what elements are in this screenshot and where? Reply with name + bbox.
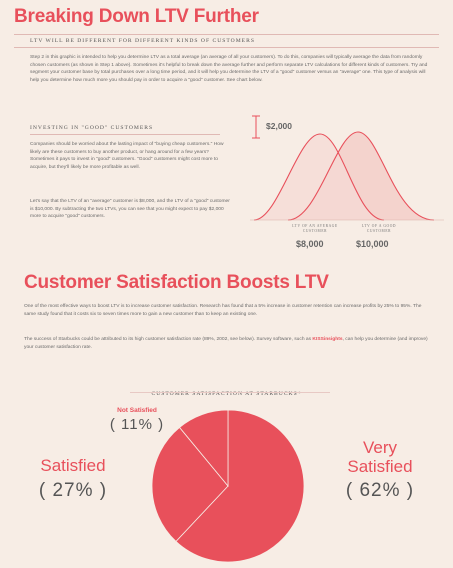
- section-title-satisfaction: Customer Satisfaction Boosts LTV: [24, 272, 329, 293]
- not-satisfied-slice: [178, 409, 229, 488]
- satisfied-slice: [151, 426, 229, 542]
- satisfied-label: Satisfied: [40, 456, 106, 475]
- average-ltv-value: $8,000: [296, 239, 324, 249]
- very-satisfied-slice: [175, 409, 305, 563]
- investing-paragraph-2: Let's say that the LTV of an "average" c…: [30, 199, 230, 220]
- very-satisfied-label: Very Satisfied: [347, 438, 413, 476]
- satisfaction-paragraph-2: The success of Starbucks could be attrib…: [24, 337, 428, 350]
- investing-heading: Investing in "good" customers: [30, 125, 154, 131]
- average-customer-curve: [253, 133, 385, 221]
- section-title-breaking-down: Breaking Down LTV Further: [14, 6, 259, 27]
- subtitle-different-kinds: LTV will be different for different kind…: [30, 38, 255, 44]
- average-customer-fill: [254, 134, 384, 220]
- divider: [14, 47, 439, 48]
- difference-label: $2,000: [266, 121, 292, 131]
- ltv-distribution-chart: [250, 115, 444, 221]
- kissinsights-link[interactable]: KISSinsights: [312, 337, 343, 342]
- investing-paragraph-1: Companies should be worried about the la…: [30, 142, 224, 170]
- divider: [130, 392, 330, 393]
- good-customer-label: LTV of a good customer: [361, 224, 397, 233]
- good-customer-curve: [287, 131, 435, 221]
- divider: [30, 134, 220, 135]
- not-satisfied-percent: ( 11% ): [109, 416, 165, 433]
- satisfaction-paragraph-1: One of the most effective ways to boost …: [24, 304, 422, 317]
- not-satisfied-label: Not Satisfied: [117, 407, 157, 414]
- very-satisfied-percent: ( 62% ): [345, 480, 415, 501]
- divider: [14, 34, 439, 35]
- pie-chart-title: Customer satisfaction at Starbucks*: [151, 391, 302, 397]
- pie-title-wrap: Customer satisfaction at Starbucks*: [0, 382, 453, 400]
- good-ltv-value: $10,000: [356, 239, 389, 249]
- average-customer-label: LTV of an average customer: [292, 224, 338, 233]
- satisfied-percent: ( 27% ): [38, 480, 108, 501]
- intro-paragraph: Step 2 in this graphic is intended to he…: [30, 55, 428, 83]
